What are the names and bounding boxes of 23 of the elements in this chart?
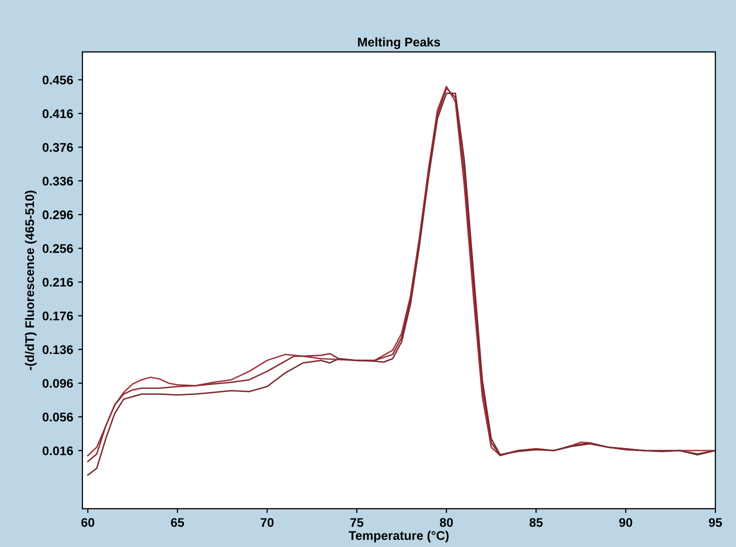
x-tick-label: 80 bbox=[440, 518, 453, 527]
y-tick-label: 0.016 bbox=[42, 446, 73, 456]
x-tick-label: 90 bbox=[619, 518, 632, 527]
y-axis-title: -(d/dT) Fluorescence (465-510) bbox=[24, 190, 37, 370]
y-tick-label: 0.296 bbox=[42, 210, 73, 220]
y-tick-label: 0.336 bbox=[42, 176, 73, 186]
x-tick-label: 70 bbox=[260, 518, 274, 527]
y-tick-label: 0.376 bbox=[42, 142, 73, 152]
x-tick-label: 85 bbox=[530, 518, 543, 527]
x-tick-label: 60 bbox=[81, 518, 94, 527]
x-tick-label: 65 bbox=[170, 518, 184, 527]
x-tick-label: 75 bbox=[350, 518, 364, 527]
y-tick-label: 0.136 bbox=[42, 345, 73, 354]
y-tick-label: 0.096 bbox=[42, 378, 73, 388]
y-tick-label: 0.176 bbox=[42, 312, 73, 320]
y-tick-label: 0.056 bbox=[42, 412, 73, 422]
y-tick-label: 0.256 bbox=[42, 244, 73, 253]
x-axis-title: Temperature (°C) bbox=[348, 530, 449, 542]
y-tick-label: 0.216 bbox=[42, 278, 73, 287]
x-tick-label: 95 bbox=[708, 518, 722, 527]
y-tick-label: 0.456 bbox=[42, 76, 73, 84]
y-tick-label: 0.416 bbox=[42, 109, 73, 118]
chart-title: Melting Peaks bbox=[358, 37, 440, 50]
